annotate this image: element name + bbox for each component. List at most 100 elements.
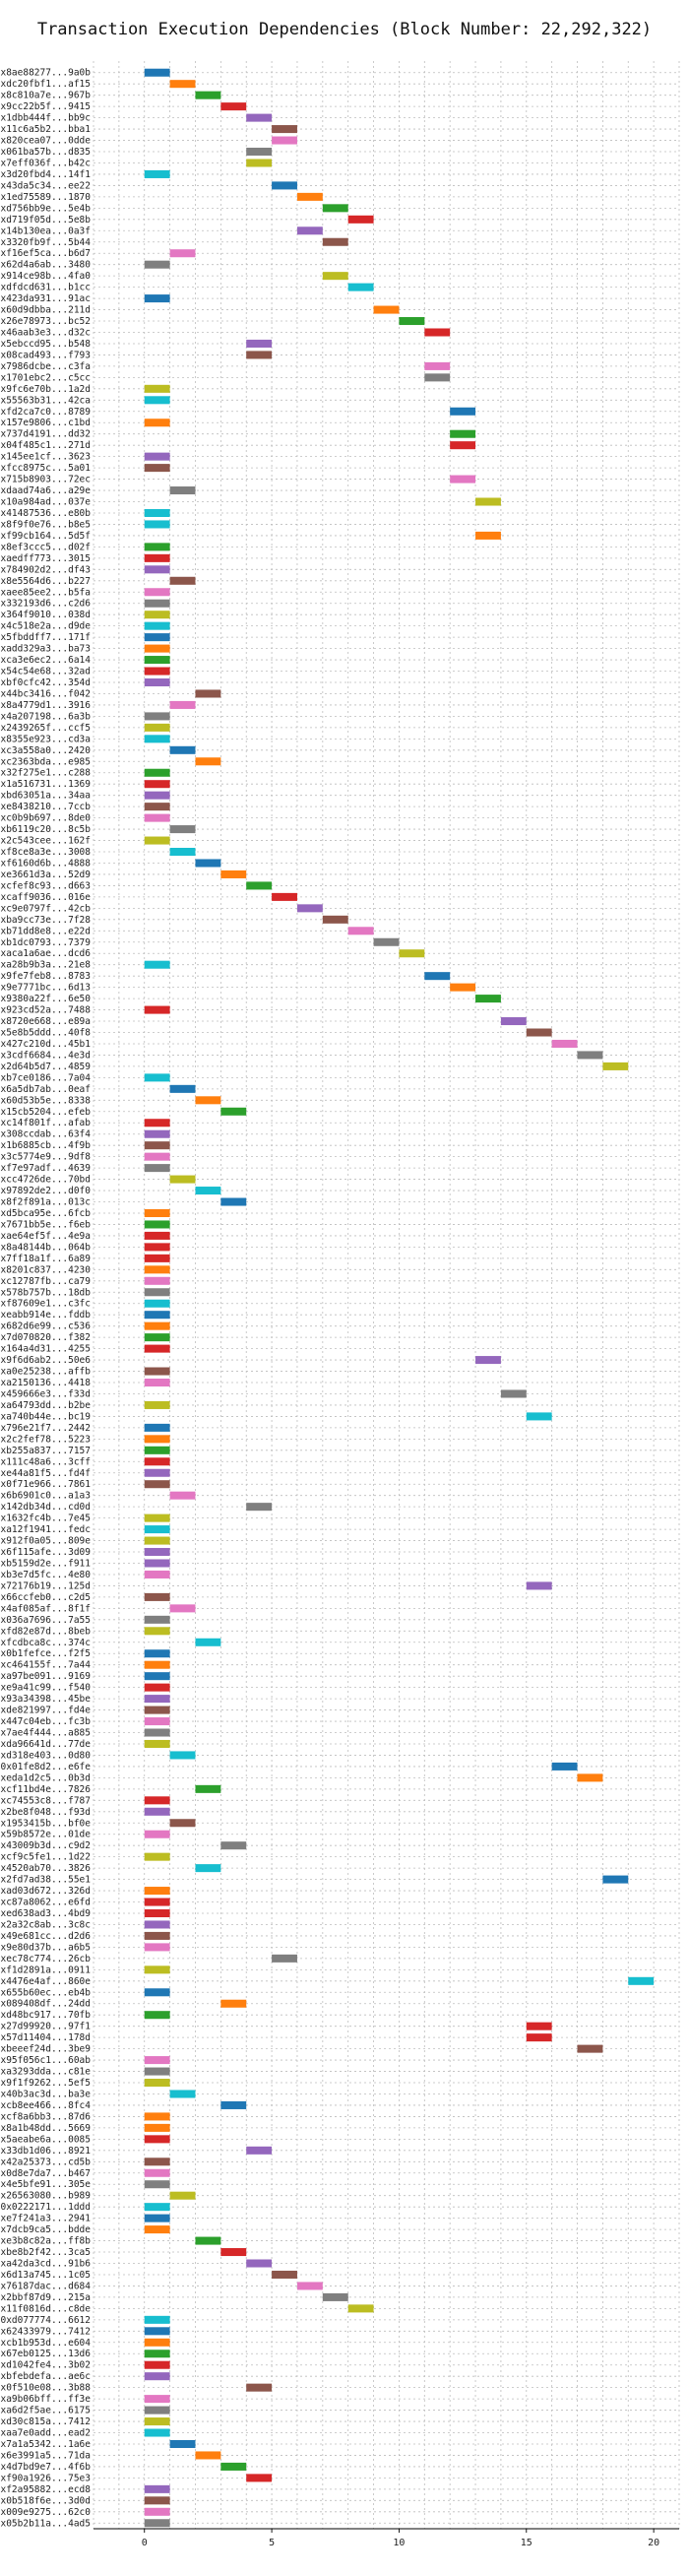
y-tick-label: 0x009e9275...62c0 <box>0 2507 91 2518</box>
y-tick-label: 0x142db34d...cd0d <box>0 1502 91 1513</box>
transaction-bar <box>144 656 170 665</box>
y-tick-label: 0x2439265f...ccf5 <box>0 723 91 734</box>
y-tick-label: 0xbfebdefa...ae6c <box>0 2371 91 2382</box>
transaction-bar <box>272 181 297 190</box>
transaction-bar <box>169 576 196 585</box>
transaction-bar <box>220 1841 247 1850</box>
transaction-bar <box>144 1683 170 1692</box>
y-tick-label: 0xc12787fb...ca79 <box>0 1276 91 1287</box>
y-tick-label: 0x0b1fefce...f2f5 <box>0 1648 91 1659</box>
y-tick-label: 0x9e80d37b...a6b5 <box>0 1942 91 1953</box>
y-tick-label: 0xd30c815a...7412 <box>0 2416 91 2427</box>
transaction-bar <box>144 1288 170 1297</box>
y-tick-label: 0xdfdcd631...b1cc <box>0 283 91 293</box>
y-tick-label: 0x447c04eb...fc3b <box>0 1716 91 1727</box>
transaction-bar <box>424 361 451 370</box>
y-tick-label: 0x2be8f048...f93d <box>0 1807 91 1818</box>
y-tick-label: 0x4e5bfe91...305e <box>0 2179 91 2190</box>
transaction-bar <box>195 1187 221 1195</box>
transaction-bar <box>144 1435 170 1444</box>
y-tick-label: 0x364f9010...038d <box>0 610 91 620</box>
transaction-bar <box>450 407 476 416</box>
y-tick-label: 0xa6d2f5ae...6175 <box>0 2406 91 2416</box>
x-tick-label: 10 <box>393 2538 405 2548</box>
transaction-bar <box>144 712 170 721</box>
y-tick-label: 0xae64ef5f...4e9a <box>0 1231 91 1242</box>
y-tick-label: 0x9f6d6ab2...50e6 <box>0 1355 91 1366</box>
transaction-bar <box>322 915 348 924</box>
y-tick-label: 0xb6119c20...8c5b <box>0 824 91 835</box>
transaction-bar <box>272 1954 297 1963</box>
x-tick-label: 15 <box>521 2538 532 2548</box>
transaction-bar <box>195 1784 221 1793</box>
y-tick-label: 0xc0b9b697...8de0 <box>0 813 91 824</box>
transaction-bar <box>144 553 170 562</box>
y-tick-label: 0x796e21f7...2442 <box>0 1423 91 1434</box>
transaction-bar <box>144 1649 170 1658</box>
y-tick-label: 0xdaad74a6...a29e <box>0 485 91 496</box>
transaction-bar <box>220 2248 247 2257</box>
transaction-bar <box>144 1299 170 1308</box>
y-tick-label: 0xbf0cfc42...354d <box>0 677 91 688</box>
transaction-bar <box>144 2496 170 2505</box>
transaction-bar <box>526 2033 552 2042</box>
y-tick-label: 0x7d070820...f382 <box>0 1332 91 1343</box>
transaction-bar <box>144 520 170 529</box>
y-tick-label: 0x6e3991a5...71da <box>0 2450 91 2461</box>
y-tick-label: 0xa9b06bff...ff3e <box>0 2394 91 2405</box>
y-tick-label: 0x33db1d06...8921 <box>0 2146 91 2157</box>
y-tick-label: 0x60d53b5e...8338 <box>0 1095 91 1106</box>
y-tick-label: 0xd48bc917...70fb <box>0 2010 91 2021</box>
transaction-bar <box>144 1129 170 1138</box>
transaction-bar <box>144 1548 170 1557</box>
y-tick-label: 0x423da931...91ac <box>0 293 91 304</box>
y-tick-label: 0xba9cc73e...7f28 <box>0 915 91 926</box>
y-tick-label: 0x8720e668...e89a <box>0 1016 91 1027</box>
transaction-bar <box>144 508 170 517</box>
transaction-bar <box>195 2451 221 2460</box>
transaction-bar <box>144 2338 170 2347</box>
transaction-bar <box>246 351 273 359</box>
transaction-bar <box>475 497 501 506</box>
y-tick-label: 0xe8438210...7ccb <box>0 802 91 812</box>
transaction-bar <box>347 215 374 224</box>
transaction-bar <box>144 419 170 427</box>
transaction-bar <box>169 2191 196 2200</box>
transaction-bar <box>144 2203 170 2212</box>
y-tick-label: 0x459666e3...f33d <box>0 1388 91 1399</box>
transaction-bar <box>144 813 170 822</box>
y-tick-label: 0x912f0a05...809e <box>0 1536 91 1547</box>
transaction-bar <box>296 2282 323 2290</box>
transaction-bar <box>144 1559 170 1568</box>
transaction-bar <box>169 1084 196 1093</box>
y-tick-label: 0xc9e0797f...42cb <box>0 903 91 914</box>
y-tick-label: 0x43da5c34...ee22 <box>0 180 91 191</box>
transaction-bar <box>144 1265 170 1274</box>
transaction-bar <box>144 396 170 405</box>
y-tick-label: 0xf99cb164...5d5f <box>0 531 91 542</box>
transaction-bar <box>450 441 476 450</box>
y-tick-label: 0xb7ce0186...7a04 <box>0 1072 91 1083</box>
transaction-bar <box>144 1423 170 1432</box>
transaction-bar <box>144 1887 170 1896</box>
transaction-bar <box>169 745 196 754</box>
y-tick-label: 0xcf11bd4e...7826 <box>0 1784 91 1795</box>
transaction-bar <box>144 565 170 574</box>
transaction-bar <box>144 621 170 630</box>
transaction-bar <box>144 1807 170 1816</box>
y-tick-label: 0xcb1b953d...e604 <box>0 2338 91 2349</box>
y-tick-label: 0x332193d6...c2d6 <box>0 599 91 610</box>
transaction-bar <box>144 1005 170 1014</box>
transaction-bar <box>246 1503 273 1512</box>
transaction-bar <box>220 2462 247 2471</box>
transaction-bar <box>144 2067 170 2076</box>
transaction-bar <box>399 317 425 326</box>
y-tick-label: 0xfcdbca8c...374c <box>0 1638 91 1648</box>
y-tick-label: 0xec78c774...26cb <box>0 1954 91 1964</box>
y-tick-label: 0x46aab3e3...d32c <box>0 327 91 338</box>
y-tick-label: 0x40b3ac3d...ba3e <box>0 2089 91 2099</box>
y-tick-label: 0xfd82e87d...8beb <box>0 1626 91 1637</box>
y-tick-label: 0x0f510e08...3b88 <box>0 2383 91 2394</box>
y-tick-label: 0x62433979...7412 <box>0 2326 91 2337</box>
transaction-bar <box>144 1695 170 1704</box>
